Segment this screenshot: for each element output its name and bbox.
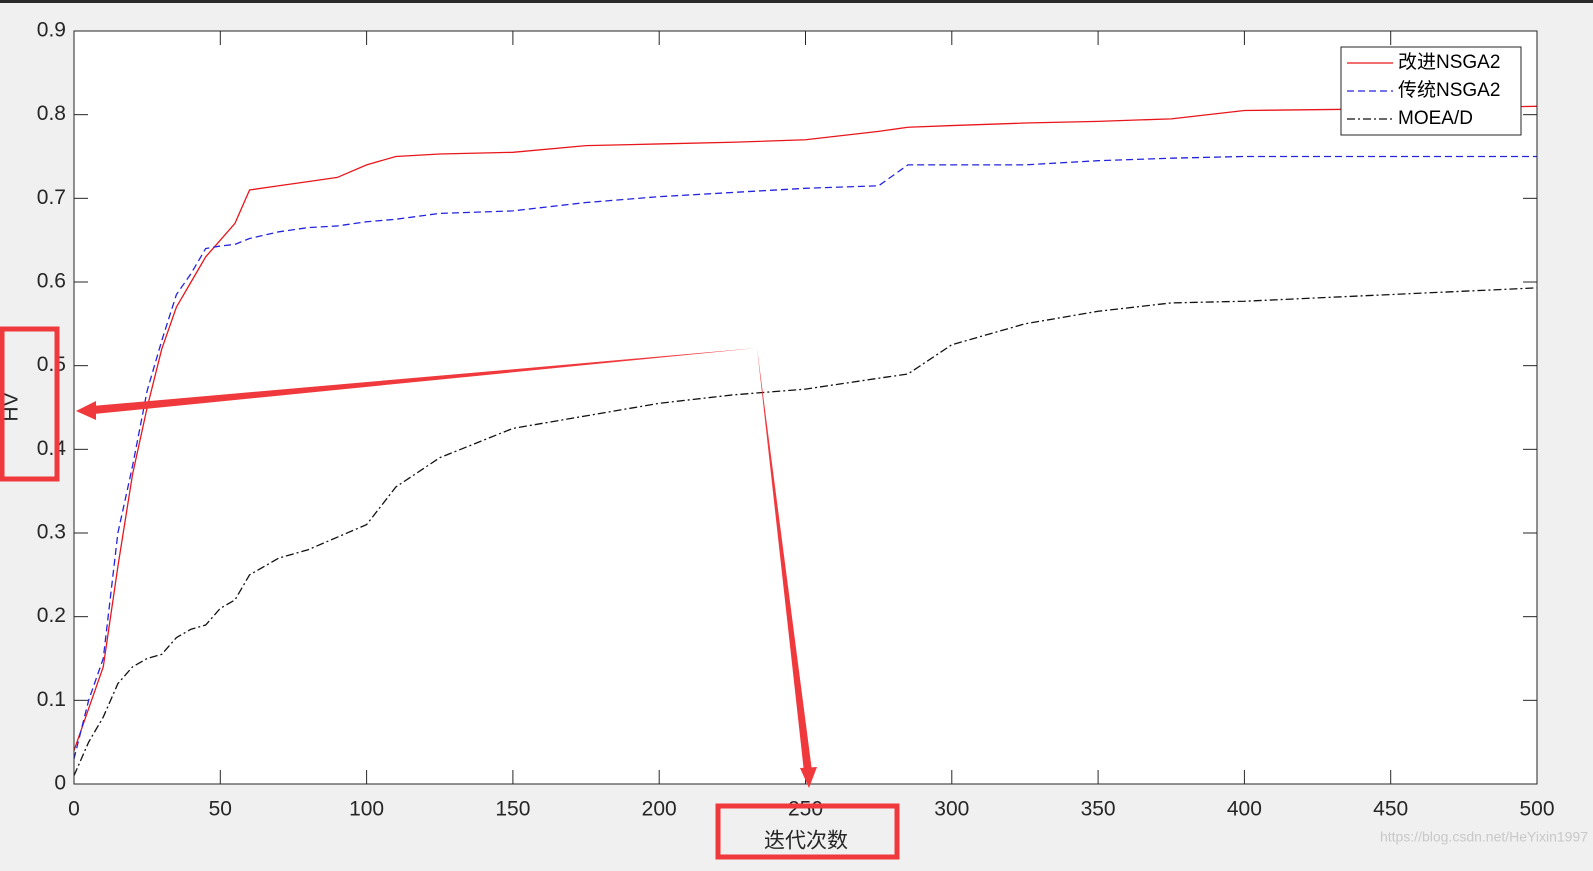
x-tick-label: 250 — [788, 798, 823, 821]
highlight-box — [715, 803, 900, 860]
arrow-head — [800, 767, 817, 788]
x-tick-label: 50 — [209, 798, 232, 821]
x-tick-label: 150 — [495, 798, 530, 821]
x-tick-label: 350 — [1081, 798, 1116, 821]
x-tick-label: 100 — [349, 798, 384, 821]
series-line — [73, 155, 1537, 760]
y-tick-label: 0.6 — [37, 270, 66, 293]
arrow-head — [76, 401, 96, 420]
legend: 改进NSGA2 传统NSGA2 MOEA/D — [1340, 46, 1522, 136]
x-tick-label: 300 — [934, 798, 969, 821]
top-border — [0, 0, 1593, 3]
highlight-box — [0, 326, 60, 482]
y-tick-label: 0.9 — [37, 19, 66, 42]
y-tick-label: 0 — [54, 772, 66, 795]
series-line — [73, 287, 1538, 776]
x-tick-label: 200 — [642, 798, 677, 821]
plot-area — [74, 31, 1537, 784]
x-tick-label: 500 — [1519, 798, 1554, 821]
y-tick-label: 0.1 — [37, 688, 66, 711]
x-axis-label: 迭代次数 — [764, 829, 848, 853]
y-tick-label: 0.2 — [37, 604, 66, 627]
y-tick-label: 0.4 — [37, 437, 67, 460]
legend-label: MOEA/D — [1398, 108, 1473, 129]
legend-label: 改进NSGA2 — [1398, 51, 1500, 73]
x-tick-label: 400 — [1227, 798, 1262, 821]
watermark: https://blog.csdn.net/HeYixin1997 — [1380, 829, 1588, 845]
y-tick-label: 0.7 — [37, 186, 66, 209]
y-tick-label: 0.3 — [37, 521, 66, 544]
axes-layer: 0 0.1 0.2 0.3 0.4 0.5 0.6 0.7 0.8 0.9 0 50 100 150 200… — [37, 19, 1555, 821]
x-tick-label: 0 — [68, 798, 80, 821]
x-tick-label: 450 — [1373, 798, 1408, 821]
axes-box — [73, 30, 1538, 785]
lines-layer — [73, 105, 1538, 776]
arrow-shaft — [757, 348, 812, 772]
arrow-shaft — [92, 348, 757, 414]
series-line — [73, 105, 1538, 751]
y-axis-label: HV — [0, 392, 23, 421]
y-tick-label: 0.8 — [37, 102, 66, 125]
legend-label: 传统NSGA2 — [1398, 79, 1500, 101]
y-tick-label: 0.5 — [37, 353, 66, 376]
